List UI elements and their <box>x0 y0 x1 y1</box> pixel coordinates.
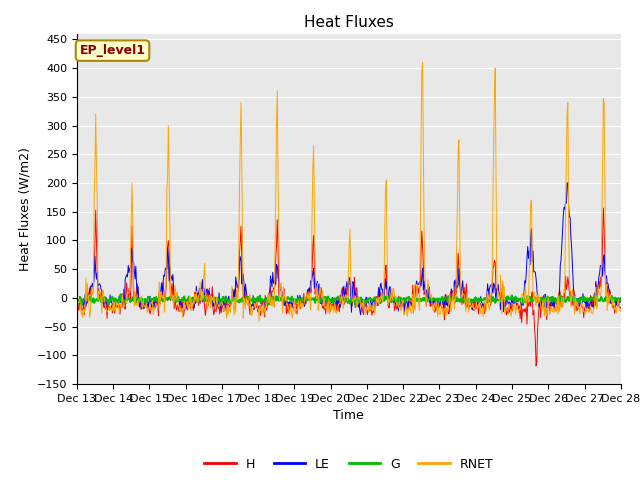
RNET <box>255 318 263 324</box>
LE <box>194 290 202 296</box>
G <box>417 297 424 302</box>
G <box>224 297 232 303</box>
G <box>105 302 113 308</box>
H <box>73 299 81 305</box>
LE <box>73 299 81 304</box>
RNET <box>223 315 230 321</box>
G <box>73 299 81 305</box>
H <box>223 297 230 303</box>
RNET <box>416 308 424 313</box>
Legend: H, LE, G, RNET: H, LE, G, RNET <box>199 453 499 476</box>
G <box>433 299 440 305</box>
Y-axis label: Heat Fluxes (W/m2): Heat Fluxes (W/m2) <box>18 147 31 271</box>
RNET <box>83 299 90 304</box>
H <box>415 290 422 296</box>
G <box>196 297 204 303</box>
H <box>83 288 90 293</box>
LE <box>83 297 90 302</box>
Line: G: G <box>77 294 621 305</box>
LE <box>416 279 424 285</box>
H <box>532 363 540 369</box>
H <box>600 205 607 211</box>
LE <box>617 297 625 302</box>
G <box>83 294 90 300</box>
LE <box>356 312 364 318</box>
H <box>617 304 625 310</box>
RNET <box>433 299 440 304</box>
Line: LE: LE <box>77 183 621 315</box>
LE <box>139 300 147 306</box>
LE <box>563 180 571 186</box>
H <box>194 293 202 299</box>
RNET <box>139 305 147 311</box>
Line: RNET: RNET <box>77 62 621 321</box>
H <box>431 309 438 315</box>
G <box>140 298 148 303</box>
X-axis label: Time: Time <box>333 409 364 422</box>
H <box>139 302 147 308</box>
RNET <box>617 307 625 313</box>
LE <box>223 299 230 305</box>
RNET <box>73 312 81 317</box>
Title: Heat Fluxes: Heat Fluxes <box>304 15 394 30</box>
Line: H: H <box>77 208 621 366</box>
RNET <box>419 60 426 65</box>
Text: EP_level1: EP_level1 <box>79 44 145 57</box>
G <box>117 291 125 297</box>
LE <box>431 296 439 301</box>
RNET <box>194 300 202 305</box>
G <box>617 295 625 301</box>
